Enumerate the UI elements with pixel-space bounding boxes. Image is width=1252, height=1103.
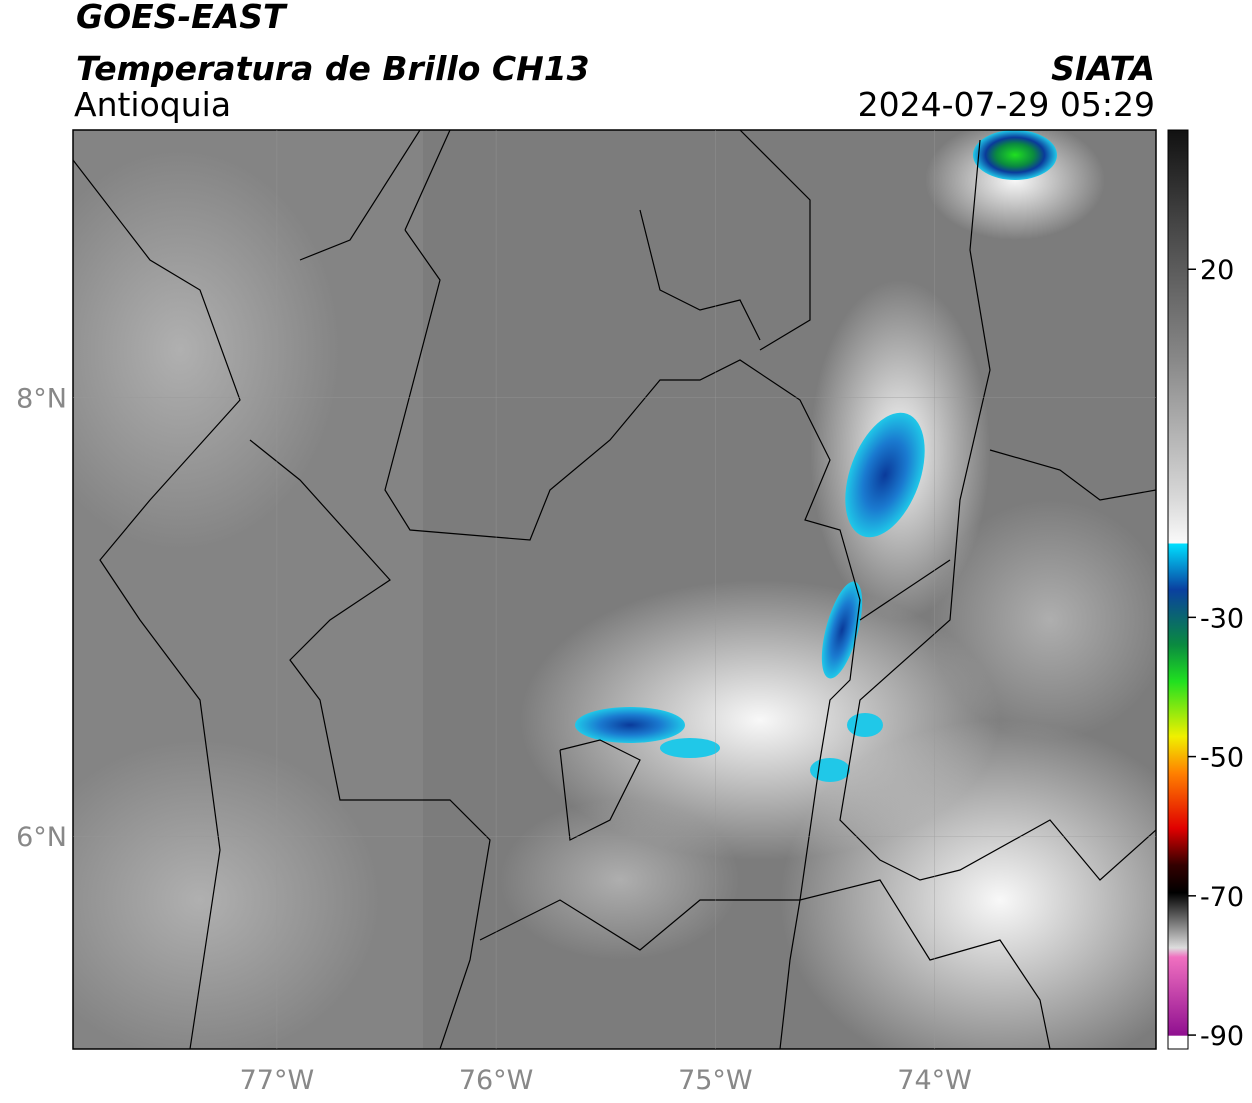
title: GOES-EAST	[76, 0, 288, 36]
colorbar-tick-label: 20	[1200, 255, 1234, 286]
x-tick-label: 74°W	[897, 1065, 972, 1096]
colorbar-tick-label: -90	[1200, 1021, 1244, 1052]
timestamp: 2024-07-29 05:29	[858, 85, 1155, 124]
colorbar	[1167, 129, 1189, 1050]
y-tick-label: 6°N	[16, 822, 67, 853]
colorbar-tick-label: -30	[1200, 603, 1244, 634]
y-tick-label: 8°N	[16, 384, 67, 415]
region: Antioquia	[74, 85, 231, 124]
x-tick-label: 75°W	[678, 1065, 753, 1096]
colorbar-tick-label: -70	[1200, 882, 1244, 913]
map-frame	[72, 129, 1157, 1050]
colorbar-tick-label: -50	[1200, 743, 1244, 774]
x-tick-label: 77°W	[240, 1065, 315, 1096]
satellite-image	[73, 130, 1156, 1049]
subtitle: Temperatura de Brillo CH13	[76, 49, 590, 88]
x-tick-label: 76°W	[459, 1065, 534, 1096]
source: SIATA	[1051, 49, 1155, 88]
